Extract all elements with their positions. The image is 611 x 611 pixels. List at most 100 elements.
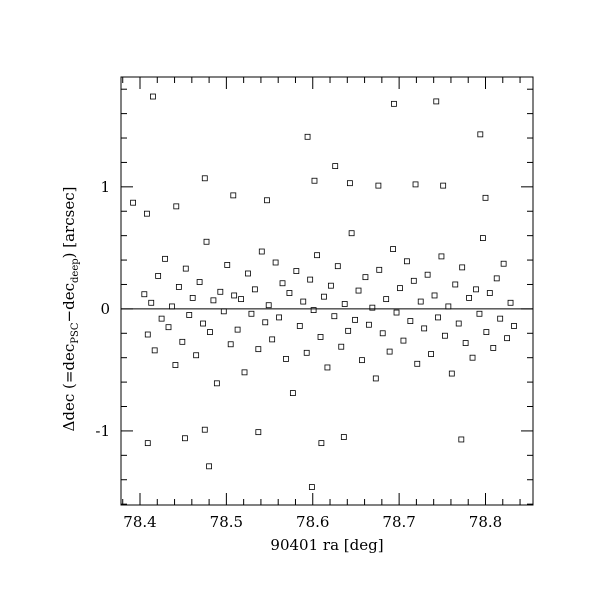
point [376, 266, 383, 273]
point [245, 270, 251, 277]
y-tick-label: -1 [95, 422, 110, 440]
point [435, 314, 441, 321]
point [486, 290, 493, 296]
point [338, 343, 345, 350]
point [448, 370, 455, 377]
point [403, 258, 410, 265]
point [279, 280, 286, 287]
point [490, 345, 497, 351]
point [241, 369, 248, 376]
point [201, 426, 208, 433]
point [255, 429, 262, 436]
point [172, 362, 179, 368]
point [318, 440, 325, 447]
point [321, 293, 327, 300]
point [151, 347, 158, 354]
y-tick-label: 0 [100, 300, 110, 318]
point [334, 263, 341, 270]
point [255, 346, 262, 353]
point [251, 286, 258, 293]
point [511, 323, 517, 329]
point [234, 326, 241, 333]
point [150, 93, 156, 100]
point [286, 290, 293, 296]
x-axis-label: 90401 ra [deg] [270, 536, 383, 554]
point [417, 298, 424, 305]
point [386, 348, 393, 355]
point [369, 304, 376, 311]
point [130, 199, 136, 206]
plot-frame [120, 76, 534, 506]
point [264, 197, 270, 204]
point [262, 319, 269, 326]
x-tick-label: 78.4 [123, 513, 156, 531]
point [144, 331, 151, 338]
point [345, 327, 352, 334]
point [341, 301, 348, 307]
point [355, 287, 362, 294]
point [173, 203, 180, 210]
point [148, 299, 155, 306]
point [455, 320, 462, 327]
point [493, 275, 500, 282]
point [213, 380, 220, 387]
point [293, 268, 300, 274]
point [476, 310, 483, 317]
point [155, 273, 162, 279]
point [162, 255, 168, 262]
point [365, 321, 372, 328]
point [397, 285, 403, 292]
y-tick-label: 1 [100, 178, 110, 196]
point [362, 274, 369, 281]
point [196, 279, 203, 285]
y-axis-label: Δdec (=decPSC−decdeep) [arcsec] [60, 187, 81, 432]
point [359, 357, 365, 364]
point [158, 315, 165, 322]
point [207, 329, 213, 335]
point [391, 100, 397, 107]
point [497, 315, 504, 322]
point [308, 484, 315, 490]
point [383, 296, 390, 303]
point [258, 248, 265, 255]
point [296, 323, 303, 329]
point [193, 352, 200, 359]
point [466, 294, 472, 301]
point [482, 194, 489, 201]
point [175, 284, 182, 290]
point [265, 302, 272, 309]
point [165, 324, 172, 331]
x-tick-label: 78.7 [382, 513, 415, 531]
point [227, 341, 234, 348]
point [459, 264, 466, 271]
point [217, 288, 224, 295]
point [144, 210, 150, 217]
point [433, 98, 440, 105]
point [348, 230, 355, 237]
point [414, 360, 421, 367]
point [440, 182, 447, 189]
point [310, 307, 317, 313]
y-label-part: Δdec (=dec [60, 344, 78, 432]
point [390, 246, 396, 252]
point [272, 259, 279, 266]
point [421, 325, 428, 332]
point [400, 337, 407, 344]
y-label-sub: PSC [70, 322, 81, 344]
point [307, 276, 314, 283]
point [445, 303, 452, 310]
point [477, 131, 484, 138]
point [203, 238, 210, 245]
point [182, 265, 189, 272]
point [220, 308, 227, 315]
point [206, 463, 213, 470]
x-tick-label: 78.5 [210, 513, 243, 531]
point [314, 252, 320, 259]
point [424, 271, 431, 278]
point [144, 440, 151, 447]
point [200, 320, 206, 327]
point [504, 335, 510, 342]
point [452, 281, 459, 288]
point [407, 318, 414, 324]
point [141, 291, 148, 298]
